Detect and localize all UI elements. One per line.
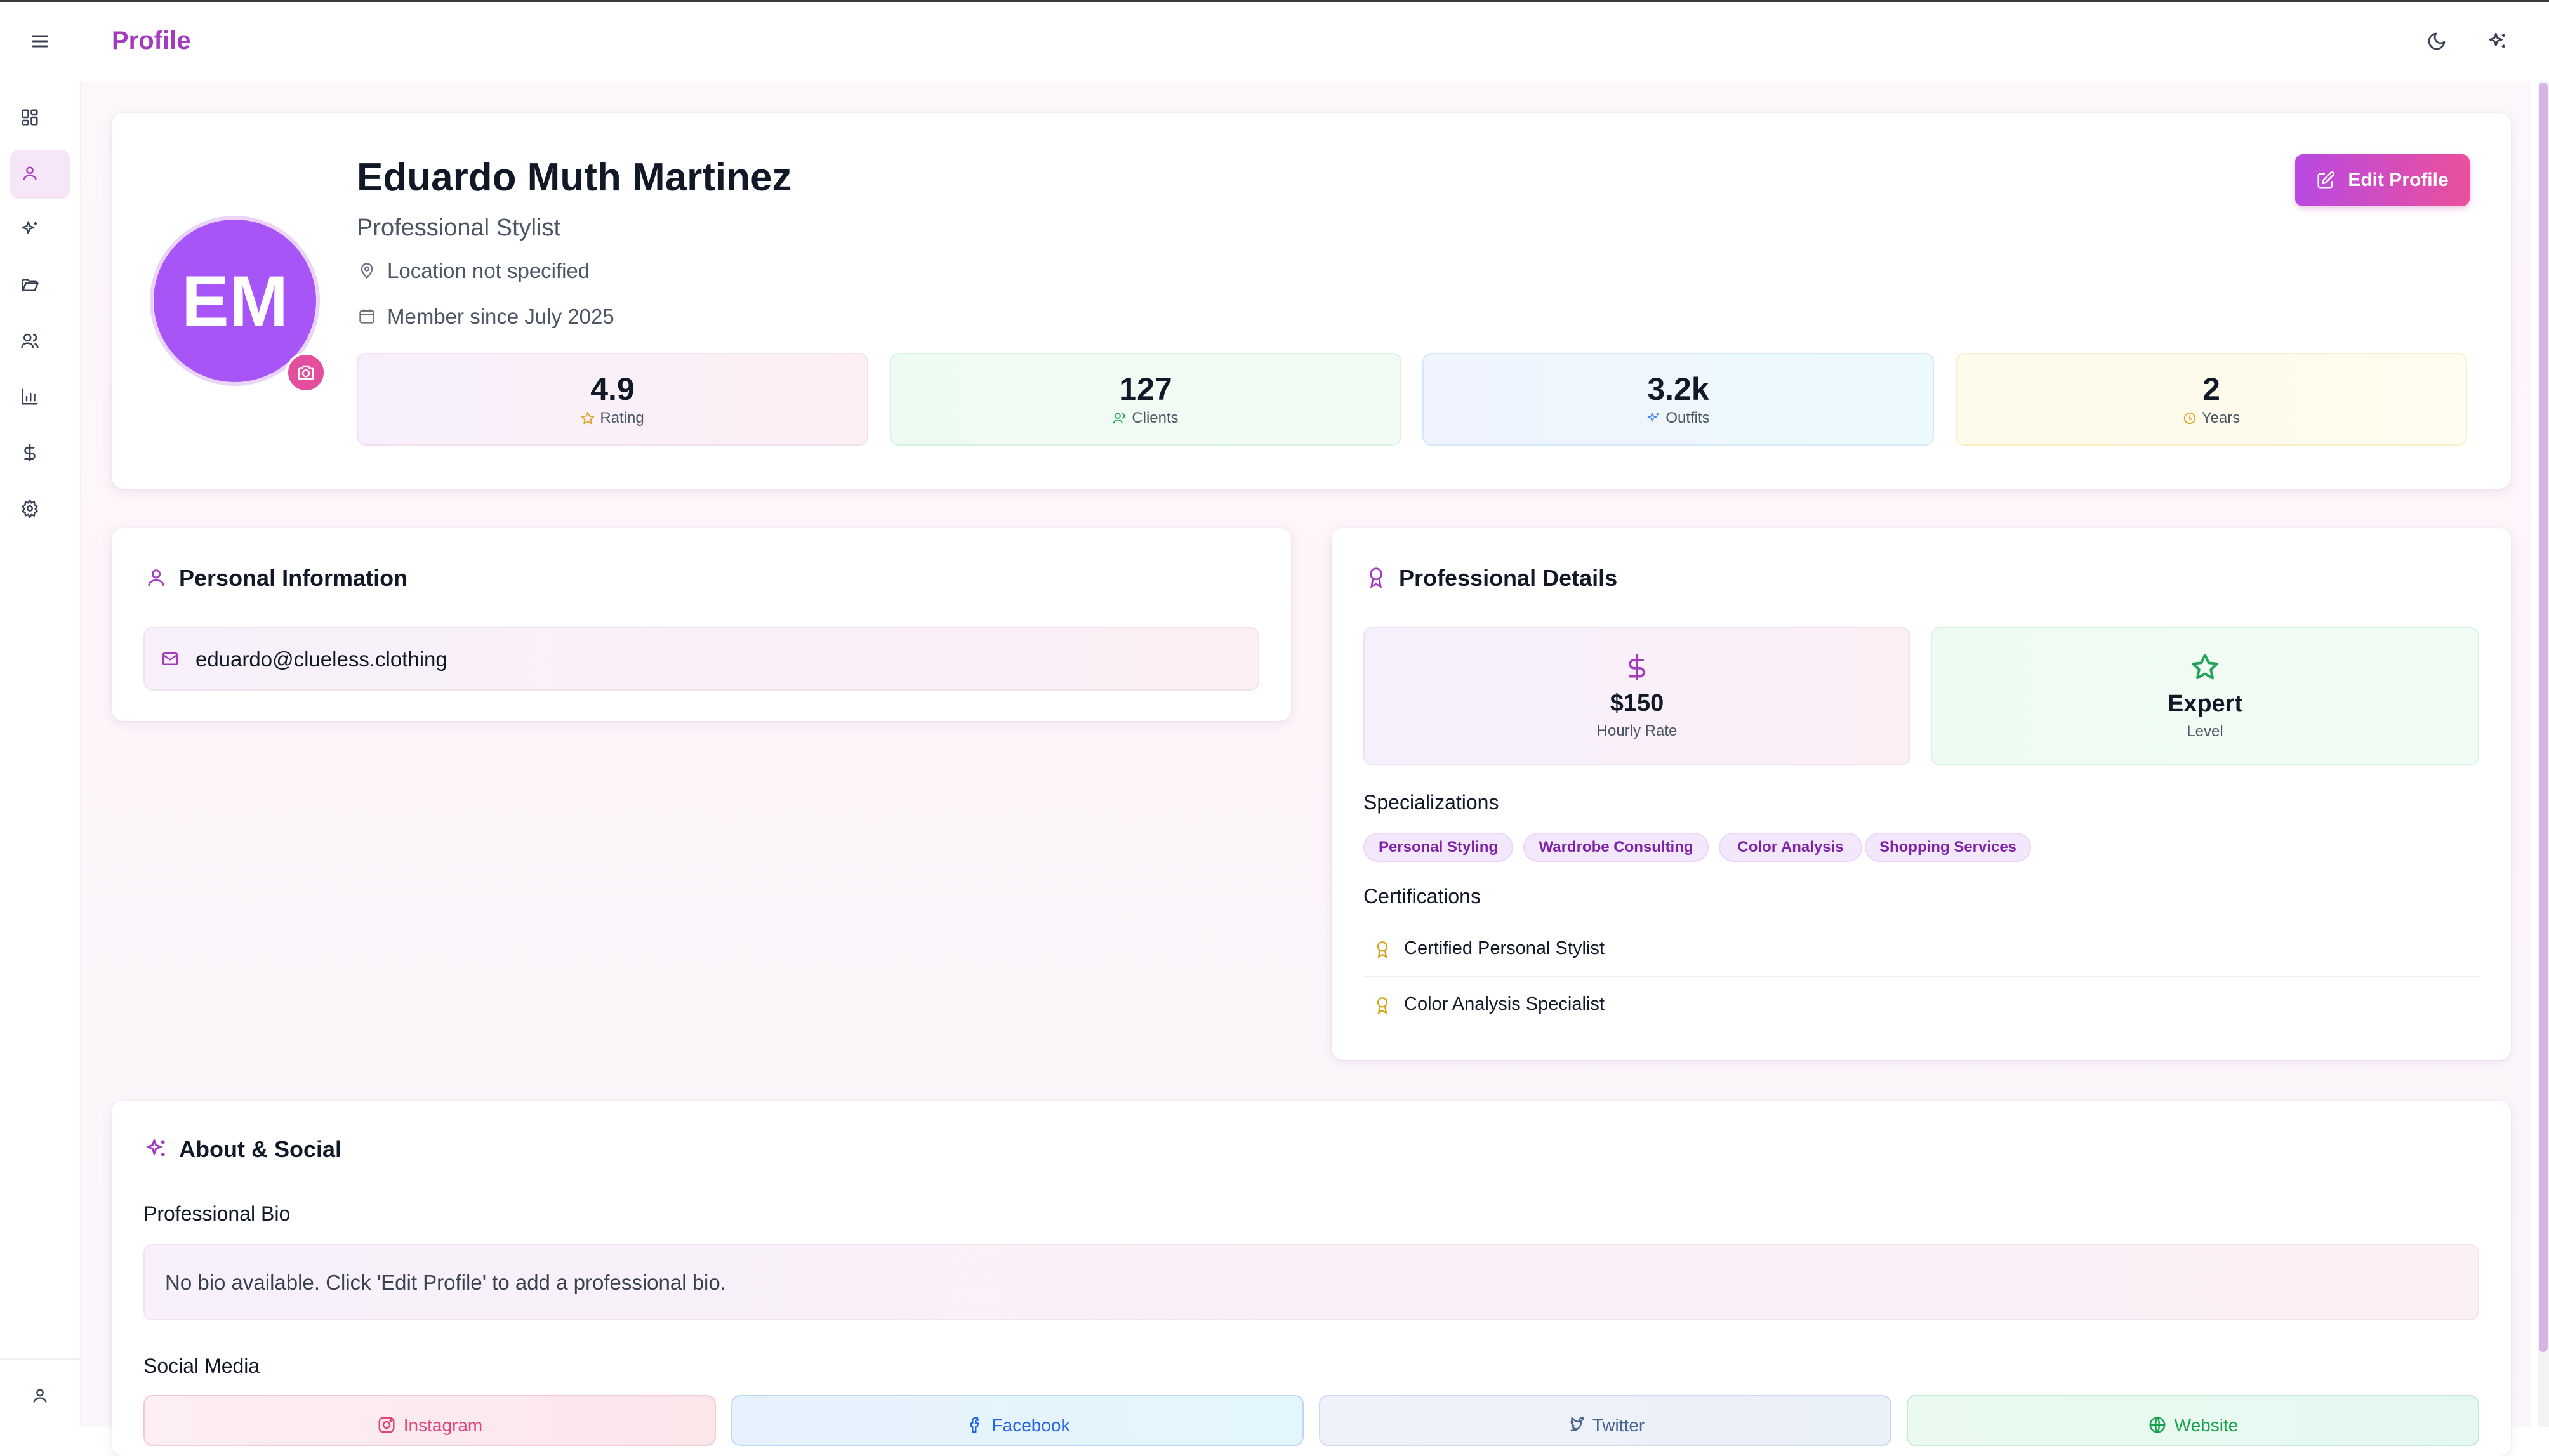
user-account-icon[interactable] [25,1381,55,1410]
star-icon [581,411,595,425]
award-icon [1363,565,1389,590]
page-title: Profile [112,27,191,55]
stat-outfits-value: 3.2k [1647,371,1709,407]
email-value: eduardo@clueless.clothing [195,647,447,671]
sidebar-item-folder[interactable] [15,270,44,300]
specialization-tag: Shopping Services [1865,833,2031,862]
stat-years-value: 2 [2202,371,2220,407]
star-icon [2190,652,2220,682]
award-icon [1372,938,1393,961]
stat-years-label: Years [2201,409,2241,427]
level-label: Level [2187,722,2223,740]
users-icon [1113,411,1127,425]
stat-years: 2 Years [1956,353,2467,446]
facebook-icon [965,1415,984,1434]
bio-title: Professional Bio [143,1202,291,1225]
award-icon [1372,994,1393,1017]
hourly-rate-label: Hourly Rate [1596,722,1678,739]
hourly-rate-value: $150 [1610,689,1664,717]
change-photo-button[interactable] [286,352,326,393]
certification-item: Color Analysis Specialist [1404,994,1605,1014]
sparkles-icon [143,1136,169,1161]
bio-box [143,1244,2479,1320]
top-bar [0,0,2549,81]
stat-clients-label: Clients [1132,409,1179,427]
edit-profile-label: Edit Profile [2348,169,2449,190]
scrollbar-thumb[interactable] [2539,83,2548,1352]
email-row[interactable] [143,627,1259,691]
social-facebook-label: Facebook [991,1415,1070,1435]
sidebar [0,81,81,1427]
profile-name: Eduardo Muth Martinez [357,156,792,199]
sidebar-item-profile[interactable] [15,159,44,188]
moon-icon[interactable] [2423,28,2450,55]
dollar-icon [1623,653,1651,681]
social-facebook-button[interactable]: Facebook [731,1395,1304,1446]
social-twitter-label: Twitter [1592,1415,1645,1435]
avatar-initials: EM [182,261,288,341]
social-website-label: Website [2174,1415,2239,1435]
certifications-title: Certifications [1363,885,1481,908]
social-media-title: Social Media [143,1354,260,1377]
level-value: Expert [2167,690,2243,717]
specializations-title: Specializations [1363,791,1499,814]
professional-details-card [1332,528,2511,1060]
social-website-button[interactable]: Website [1907,1395,2479,1446]
sidebar-divider [0,1358,81,1360]
specialization-tag: Color Analysis [1719,833,1862,862]
sparkles-icon[interactable] [2484,28,2511,55]
map-pin-icon [357,260,377,281]
specialization-tag: Personal Styling [1363,833,1513,862]
stat-rating-label: Rating [600,409,644,427]
personal-info-card [112,528,1291,721]
stat-rating: 4.9 Rating [357,353,868,446]
stat-outfits-label: Outfits [1665,409,1710,427]
sidebar-item-settings[interactable] [15,494,44,523]
calendar-icon [357,306,377,326]
sidebar-item-analytics[interactable] [15,382,44,411]
twitter-icon [1566,1415,1585,1434]
stat-outfits: 3.2k Outfits [1422,353,1934,446]
mail-icon [159,647,182,670]
sidebar-item-clients[interactable] [15,326,44,355]
edit-profile-button[interactable]: Edit Profile [2295,154,2470,206]
professional-details-title: Professional Details [1399,565,1618,591]
certification-item: Certified Personal Stylist [1404,938,1605,958]
sidebar-item-profile-active-bg [10,150,70,199]
instagram-icon [377,1415,396,1434]
profile-member-since: Member since July 2025 [387,305,614,328]
bio-text: No bio available. Click 'Edit Profile' t… [165,1271,726,1294]
globe-icon [2148,1415,2167,1434]
camera-icon [298,365,314,380]
profile-location: Location not specified [387,259,590,282]
personal-info-title: Personal Information [179,565,408,591]
level-box: Expert Level [1931,627,2479,765]
user-icon [143,565,169,590]
about-social-title: About & Social [179,1136,342,1162]
stat-clients-value: 127 [1119,371,1172,407]
sidebar-item-dashboard[interactable] [15,103,44,132]
sidebar-item-pricing[interactable] [15,438,44,467]
stat-rating-value: 4.9 [590,371,635,407]
stat-clients: 127 Clients [890,353,1401,446]
sidebar-item-outfits[interactable] [15,215,44,244]
specialization-tag: Wardrobe Consulting [1523,833,1709,862]
sparkles-icon [1646,411,1660,425]
profile-role: Professional Stylist [357,215,561,241]
social-instagram-button[interactable]: Instagram [143,1395,716,1446]
certification-divider [1363,976,2479,977]
clock-icon [2183,411,2197,425]
social-twitter-button[interactable]: Twitter [1319,1395,1891,1446]
edit-icon [2316,171,2335,190]
social-instagram-label: Instagram [403,1415,483,1435]
menu-icon[interactable] [27,28,53,55]
hourly-rate-box: $150 Hourly Rate [1363,627,1910,765]
